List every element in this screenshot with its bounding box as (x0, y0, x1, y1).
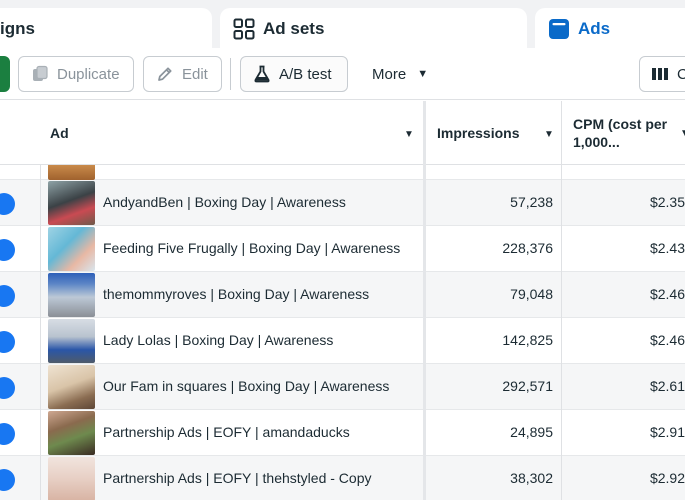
ad-name[interactable]: Feeding Five Frugally | Boxing Day | Awa… (103, 240, 401, 256)
table-row[interactable]: AndyandBen | Boxing Day | Awareness 57,2… (0, 180, 685, 226)
ad-name[interactable]: themommyroves | Boxing Day | Awareness (103, 286, 370, 302)
impressions-value: 79,048 (510, 286, 553, 302)
tab-ads-label: Ads (578, 19, 611, 38)
cpm-value: $2.61 (649, 378, 685, 394)
status-toggle[interactable] (0, 377, 15, 399)
duplicate-button[interactable]: Duplicate (18, 56, 134, 92)
ad-name[interactable]: AndyandBen | Boxing Day | Awareness (103, 194, 346, 210)
status-toggle[interactable] (0, 423, 15, 445)
toolbar: Duplicate Edit A/B test More (0, 48, 685, 100)
level-tabs: igns Ad sets Ads (0, 0, 685, 52)
column-header-cpm[interactable]: CPM (cost per 1,000... ▼ (573, 101, 685, 165)
column-header-cpm-label: CPM (cost per 1,000... (573, 115, 667, 151)
impressions-value: 142,825 (502, 332, 553, 348)
more-label: More (372, 65, 407, 83)
ad-thumbnail (48, 165, 95, 180)
ab-test-label: A/B test (279, 65, 332, 83)
ad-name[interactable]: Partnership Ads | EOFY | thehstyled - Co… (103, 470, 372, 486)
columns-label: C (677, 65, 685, 83)
caret-down-icon: ▼ (417, 68, 429, 80)
sort-caret-icon[interactable]: ▼ (680, 128, 685, 139)
status-toggle[interactable] (0, 285, 15, 307)
column-header-ad-label: Ad (50, 125, 69, 141)
ad-name[interactable]: Lady Lolas | Boxing Day | Awareness (103, 332, 334, 348)
cpm-label-line1: CPM (cost per (573, 116, 668, 132)
column-resize-handle[interactable] (423, 101, 426, 500)
publish-button[interactable] (0, 56, 10, 92)
ad-icon (548, 18, 570, 40)
tab-campaigns-label: igns (0, 19, 35, 38)
ad-thumbnail (48, 319, 95, 363)
ad-thumbnail (48, 457, 95, 500)
toolbar-divider (230, 58, 231, 90)
cpm-value: $2.46 (649, 332, 685, 348)
flask-icon (253, 65, 271, 83)
status-toggle[interactable] (0, 239, 15, 261)
impressions-value: 24,895 (510, 424, 553, 440)
columns-icon (651, 65, 669, 83)
column-header-impressions[interactable]: Impressions ▼ (437, 101, 559, 165)
column-header-ad[interactable]: Ad ▼ (50, 101, 420, 165)
table-header: Ad ▼ Impressions ▼ CPM (cost per 1,000..… (0, 101, 685, 165)
sort-caret-icon[interactable]: ▼ (404, 129, 414, 140)
pencil-icon (156, 65, 174, 83)
column-header-impressions-label: Impressions (437, 125, 520, 141)
ad-name[interactable]: Partnership Ads | EOFY | amandaducks (103, 424, 350, 440)
cpm-value: $2.46 (649, 286, 685, 302)
more-dropdown[interactable]: More ▼ (360, 56, 436, 92)
cpm-value: $2.91 (649, 424, 685, 440)
table-row[interactable]: Partnership Ads | EOFY | thehstyled - Co… (0, 456, 685, 500)
cpm-value: $2.43 (649, 240, 685, 256)
column-divider (40, 165, 41, 500)
columns-button[interactable]: C (639, 56, 685, 92)
table-row[interactable]: Our Fam in squares | Boxing Day | Awaren… (0, 364, 685, 410)
tab-campaigns[interactable]: igns (0, 8, 212, 50)
status-toggle[interactable] (0, 193, 15, 215)
table-row-partial (0, 165, 685, 180)
impressions-value: 57,238 (510, 194, 553, 210)
table-row[interactable]: themommyroves | Boxing Day | Awareness 7… (0, 272, 685, 318)
ad-thumbnail (48, 227, 95, 271)
cpm-value: $2.92 (649, 470, 685, 486)
table-row[interactable]: Lady Lolas | Boxing Day | Awareness 142,… (0, 318, 685, 364)
tab-ad-sets[interactable]: Ad sets (220, 8, 527, 50)
column-divider (561, 101, 562, 500)
table-row[interactable]: Feeding Five Frugally | Boxing Day | Awa… (0, 226, 685, 272)
duplicate-label: Duplicate (57, 65, 120, 83)
tab-ads[interactable]: Ads (535, 8, 685, 52)
tab-ad-sets-label: Ad sets (263, 19, 325, 38)
sort-caret-icon[interactable]: ▼ (544, 129, 554, 140)
ab-test-button[interactable]: A/B test (240, 56, 348, 92)
status-toggle[interactable] (0, 331, 15, 353)
ad-thumbnail (48, 181, 95, 225)
ad-name[interactable]: Our Fam in squares | Boxing Day | Awaren… (103, 378, 390, 394)
ad-thumbnail (48, 411, 95, 455)
ad-thumbnail (48, 365, 95, 409)
impressions-value: 228,376 (502, 240, 553, 256)
cpm-label-line2: 1,000... (573, 134, 620, 150)
ads-table: Ad ▼ Impressions ▼ CPM (cost per 1,000..… (0, 101, 685, 500)
ad-thumbnail (48, 273, 95, 317)
edit-button[interactable]: Edit (143, 56, 222, 92)
edit-label: Edit (182, 65, 208, 83)
duplicate-icon (31, 65, 49, 83)
impressions-value: 292,571 (502, 378, 553, 394)
table-row[interactable]: Partnership Ads | EOFY | amandaducks 24,… (0, 410, 685, 456)
status-toggle[interactable] (0, 469, 15, 491)
cpm-value: $2.35 (649, 194, 685, 210)
grid-icon (233, 18, 255, 40)
impressions-value: 38,302 (510, 470, 553, 486)
